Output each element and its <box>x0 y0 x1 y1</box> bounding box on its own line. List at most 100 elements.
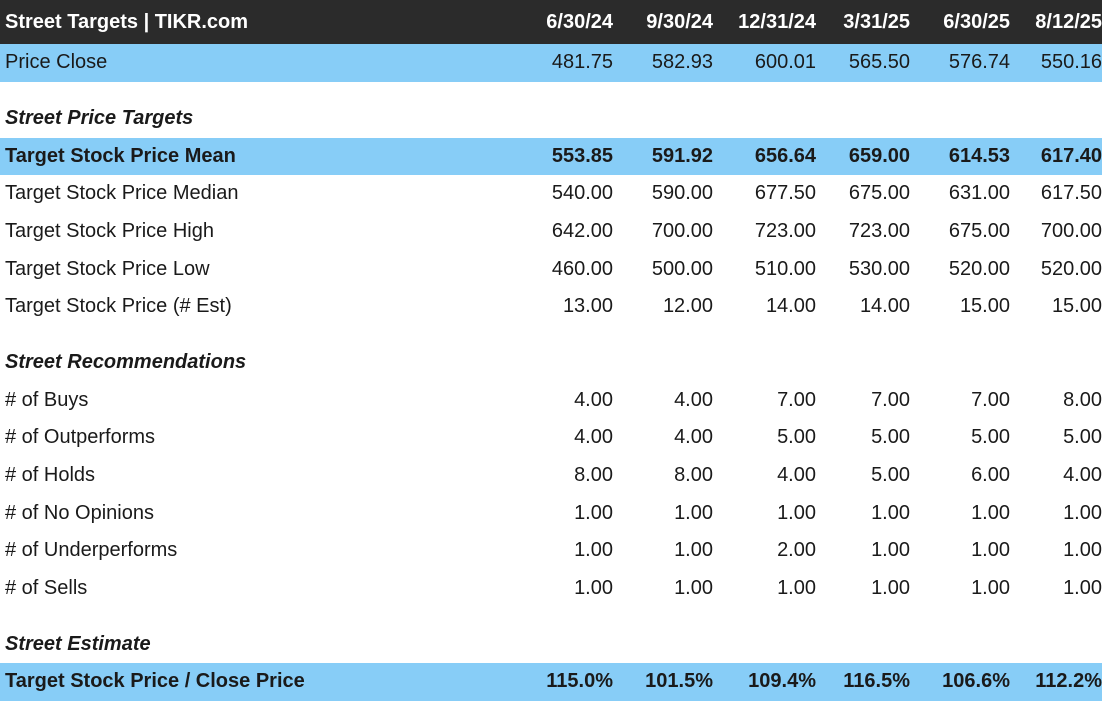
row-label: Target Stock Price Mean <box>5 144 236 167</box>
table-cell: 14.00 <box>859 295 910 318</box>
row-label: # of Underperforms <box>5 539 178 562</box>
table-cell: 1.00 <box>1063 576 1102 599</box>
table-cell: 617.50 <box>1040 182 1102 205</box>
table-cell: 1.00 <box>574 501 613 524</box>
table-cell: 677.50 <box>754 182 816 205</box>
spacer <box>0 82 1102 100</box>
table-cell: 15.00 <box>1051 295 1102 318</box>
table-cell: 576.74 <box>948 51 1010 74</box>
table-cell: 675.00 <box>848 182 910 205</box>
table-cell: 4.00 <box>777 464 816 487</box>
table-cell: 7.00 <box>871 388 910 411</box>
table-cell: 591.92 <box>651 144 713 167</box>
table-cell: 116.5% <box>843 670 910 693</box>
row-label: # of Sells <box>5 576 88 599</box>
date-headers: 6/30/24 9/30/24 12/31/24 3/31/25 6/30/25… <box>515 11 1102 34</box>
section-heading-price-targets: Street Price Targets <box>0 100 1102 138</box>
table-cell: 540.00 <box>551 182 613 205</box>
table-cell: 1.00 <box>574 539 613 562</box>
spacer <box>0 326 1102 344</box>
table-cell: 600.01 <box>754 51 816 74</box>
section-title: Street Price Targets <box>5 107 194 130</box>
table-cell: 723.00 <box>754 220 816 243</box>
table-cell: 550.16 <box>1040 51 1102 74</box>
table-cell: 460.00 <box>551 257 613 280</box>
table-cell: 5.00 <box>777 426 816 449</box>
table-cell: 7.00 <box>777 388 816 411</box>
table-row: # of Outperforms 4.00 4.00 5.00 5.00 5.0… <box>0 419 1102 457</box>
table-row: Target Stock Price (# Est) 13.00 12.00 1… <box>0 288 1102 326</box>
table-cell: 1.00 <box>971 501 1010 524</box>
table-cell: 4.00 <box>1063 464 1102 487</box>
row-label: # of Holds <box>5 464 96 487</box>
table-row: # of No Opinions 1.00 1.00 1.00 1.00 1.0… <box>0 494 1102 532</box>
section-heading-recommendations: Street Recommendations <box>0 344 1102 382</box>
date-header: 3/31/25 <box>843 10 910 33</box>
row-label: Target Stock Price Median <box>5 182 239 205</box>
table-cell: 656.64 <box>754 144 816 167</box>
table-cell: 1.00 <box>777 501 816 524</box>
table-cell: 8.00 <box>1063 388 1102 411</box>
table-row: # of Underperforms 1.00 1.00 2.00 1.00 1… <box>0 532 1102 570</box>
table-cell: 1.00 <box>971 576 1010 599</box>
table-row: Target Stock Price Mean 553.85 591.92 65… <box>0 137 1102 176</box>
table-cell: 700.00 <box>1040 220 1102 243</box>
table-cell: 1.00 <box>674 576 713 599</box>
table-cell: 1.00 <box>574 576 613 599</box>
row-label: Target Stock Price Low <box>5 257 210 280</box>
table-cell: 565.50 <box>848 51 910 74</box>
table-cell: 109.4% <box>748 670 816 693</box>
row-label: # of Buys <box>5 388 89 411</box>
table-cell: 7.00 <box>971 388 1010 411</box>
table-cell: 15.00 <box>959 295 1010 318</box>
section-heading-estimate: Street Estimate <box>0 625 1102 663</box>
table-cell: 5.00 <box>971 426 1010 449</box>
table-cell: 500.00 <box>651 257 713 280</box>
table-cell: 617.40 <box>1040 144 1102 167</box>
date-header: 6/30/24 <box>546 10 613 33</box>
table-cell: 1.00 <box>674 501 713 524</box>
table-cell: 1.00 <box>871 501 910 524</box>
table-cell: 5.00 <box>871 426 910 449</box>
table-cell: 631.00 <box>948 182 1010 205</box>
table-row: # of Sells 1.00 1.00 1.00 1.00 1.00 1.00 <box>0 570 1102 608</box>
row-label: Target Stock Price High <box>5 220 214 243</box>
table-cell: 582.93 <box>651 51 713 74</box>
table-cell: 4.00 <box>574 388 613 411</box>
row-label: # of No Opinions <box>5 501 154 524</box>
section-title: Street Estimate <box>5 632 151 655</box>
table-cell: 1.00 <box>674 539 713 562</box>
table-row: Target Stock Price Low 460.00 500.00 510… <box>0 250 1102 288</box>
table-title: Street Targets | TIKR.com <box>5 10 249 33</box>
table-cell: 642.00 <box>551 220 613 243</box>
table-row: # of Buys 4.00 4.00 7.00 7.00 7.00 8.00 <box>0 382 1102 420</box>
section-title: Street Recommendations <box>5 351 247 374</box>
table-cell: 1.00 <box>777 576 816 599</box>
table-cell: 530.00 <box>848 257 910 280</box>
table-cell: 1.00 <box>871 576 910 599</box>
table-cell: 481.75 <box>551 51 613 74</box>
row-label: # of Outperforms <box>5 426 156 449</box>
table-cell: 12.00 <box>662 295 713 318</box>
table-cell: 5.00 <box>871 464 910 487</box>
table-cell: 4.00 <box>674 426 713 449</box>
price-close-row: Price Close 481.75 582.93 600.01 565.50 … <box>0 44 1102 82</box>
row-label: Target Stock Price / Close Price <box>5 670 305 693</box>
table-cell: 8.00 <box>674 464 713 487</box>
table-row: Target Stock Price Median 540.00 590.00 … <box>0 175 1102 213</box>
table-cell: 1.00 <box>1063 539 1102 562</box>
table-cell: 115.0% <box>546 670 613 693</box>
table-cell: 520.00 <box>1040 257 1102 280</box>
table-cell: 1.00 <box>971 539 1010 562</box>
table-cell: 101.5% <box>645 670 713 693</box>
table-cell: 1.00 <box>871 539 910 562</box>
table-cell: 4.00 <box>674 388 713 411</box>
table-cell: 520.00 <box>948 257 1010 280</box>
row-label: Target Stock Price (# Est) <box>5 295 232 318</box>
table-cell: 510.00 <box>754 257 816 280</box>
table-cell: 13.00 <box>562 295 613 318</box>
table-row: Target Stock Price High 642.00 700.00 72… <box>0 213 1102 251</box>
table-cell: 14.00 <box>765 295 816 318</box>
table-cell: 700.00 <box>651 220 713 243</box>
estimate-row: Target Stock Price / Close Price 115.0% … <box>0 663 1102 701</box>
